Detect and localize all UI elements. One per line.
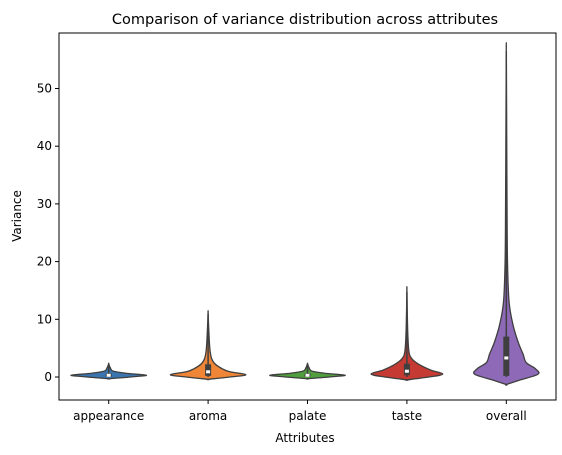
x-tick-label-taste: taste [392, 409, 422, 423]
x-tick-label-appearance: appearance [73, 409, 144, 423]
plot-frame [58, 32, 557, 401]
violin-median-appearance [106, 373, 111, 377]
y-tick-label: 20 [37, 255, 52, 269]
y-axis-label: Variance [10, 190, 24, 242]
violin-taste [370, 286, 444, 381]
x-axis-label: Attributes [275, 431, 334, 445]
chart-title: Comparison of variance distribution acro… [112, 12, 498, 28]
y-tick-label: 50 [37, 82, 52, 96]
x-tick-label-overall: overall [486, 409, 527, 423]
violin-median-taste [404, 369, 409, 373]
x-tick-label-aroma: aroma [189, 409, 227, 423]
plot-area [70, 42, 540, 386]
violin-palate [269, 362, 346, 380]
y-tick-label: 0 [44, 370, 52, 384]
violin-iqr-taste [403, 363, 410, 376]
x-axis: appearance aroma palate taste overall [73, 400, 527, 423]
y-axis: 0 10 20 30 40 50 [37, 82, 59, 384]
violin-median-overall [504, 356, 509, 360]
violin-appearance [70, 362, 148, 380]
violin-median-palate [305, 373, 310, 377]
violin-aroma [169, 309, 247, 381]
violin-iqr-aroma [205, 364, 212, 376]
y-tick-label: 40 [37, 139, 52, 153]
violin-iqr-overall [503, 336, 510, 376]
violin-overall [473, 42, 540, 386]
violin-median-aroma [206, 370, 211, 374]
y-tick-label: 30 [37, 197, 52, 211]
y-tick-label: 10 [37, 312, 52, 326]
x-tick-label-palate: palate [289, 409, 327, 423]
